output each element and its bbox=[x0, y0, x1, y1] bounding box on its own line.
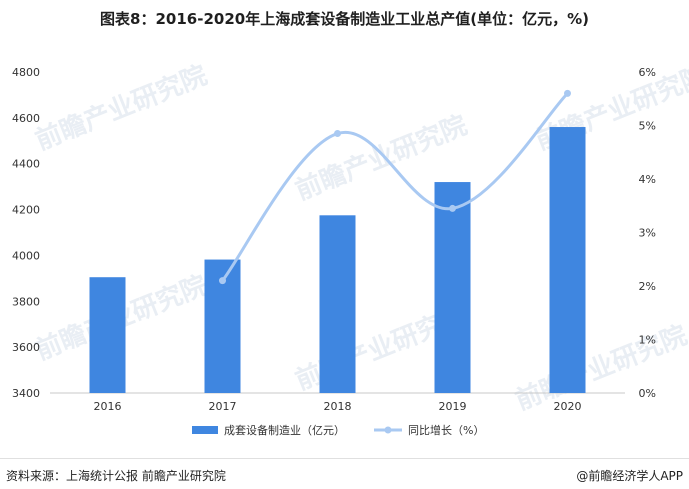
bar-2016 bbox=[89, 277, 126, 393]
y-right-tick: 6% bbox=[639, 66, 656, 79]
y-right-tick: 1% bbox=[639, 334, 656, 347]
growth-point-2020 bbox=[564, 89, 571, 97]
y-right-tick: 0% bbox=[639, 387, 656, 400]
legend-bar-swatch bbox=[192, 426, 218, 434]
growth-line bbox=[221, 92, 569, 282]
y-left-tick: 4800 bbox=[12, 66, 40, 79]
growth-point-2019 bbox=[449, 204, 456, 212]
combo-chart: 前瞻产业研究院前瞻产业研究院前瞻产业研究院前瞻产业研究院前瞻产业研究院前瞻产业研… bbox=[12, 60, 689, 437]
legend-bar-label: 成套设备制造业（亿元） bbox=[224, 423, 345, 437]
y-left-tick: 4400 bbox=[12, 158, 40, 171]
x-tick-2016: 2016 bbox=[94, 400, 122, 413]
legend-line-label: 同比增长（%） bbox=[408, 423, 484, 437]
y-right-tick: 5% bbox=[639, 120, 656, 133]
legend: 成套设备制造业（亿元） 同比增长（%） bbox=[192, 423, 484, 437]
y-left-tick: 4000 bbox=[12, 249, 40, 262]
y-right-tick: 3% bbox=[639, 227, 656, 240]
bar-2019 bbox=[434, 182, 471, 393]
x-tick-2019: 2019 bbox=[439, 400, 467, 413]
source-note: 资料来源：上海统计公报 前瞻产业研究院 bbox=[6, 469, 226, 483]
watermark-layer: 前瞻产业研究院前瞻产业研究院前瞻产业研究院前瞻产业研究院前瞻产业研究院前瞻产业研… bbox=[31, 60, 689, 417]
footer: 资料来源：上海统计公报 前瞻产业研究院 @前瞻经济学人APP bbox=[0, 458, 689, 489]
y-left-tick: 4200 bbox=[12, 204, 40, 217]
x-tick-2018: 2018 bbox=[324, 400, 352, 413]
chart-title: 图表8：2016-2020年上海成套设备制造业工业总产值(单位：亿元，%) bbox=[100, 10, 589, 28]
growth-point-2018 bbox=[334, 130, 341, 138]
x-tick-2017: 2017 bbox=[209, 400, 237, 413]
bar-series bbox=[89, 127, 586, 394]
x-tick-2020: 2020 bbox=[554, 400, 582, 413]
y-right-tick: 2% bbox=[639, 280, 656, 293]
y-left-tick: 3400 bbox=[12, 387, 40, 400]
brand-credit: @前瞻经济学人APP bbox=[576, 469, 683, 483]
growth-point-2017 bbox=[219, 277, 226, 285]
y-left-tick: 4600 bbox=[12, 112, 40, 125]
watermark-text: 前瞻产业研究院 bbox=[511, 320, 689, 417]
bar-2020 bbox=[549, 127, 586, 394]
tick-labels: 3400 3600 3800 4000 4200 4400 4600 4800 0% 1% 2% 3%… bbox=[12, 66, 656, 413]
watermark-text: 前瞻产业研究院 bbox=[31, 60, 211, 157]
y-left-tick: 3800 bbox=[12, 295, 40, 308]
line-series bbox=[219, 89, 571, 285]
y-left-tick: 3600 bbox=[12, 341, 40, 354]
bar-2018 bbox=[319, 215, 356, 393]
y-right-tick: 4% bbox=[639, 173, 656, 186]
legend-line-marker bbox=[384, 426, 392, 434]
